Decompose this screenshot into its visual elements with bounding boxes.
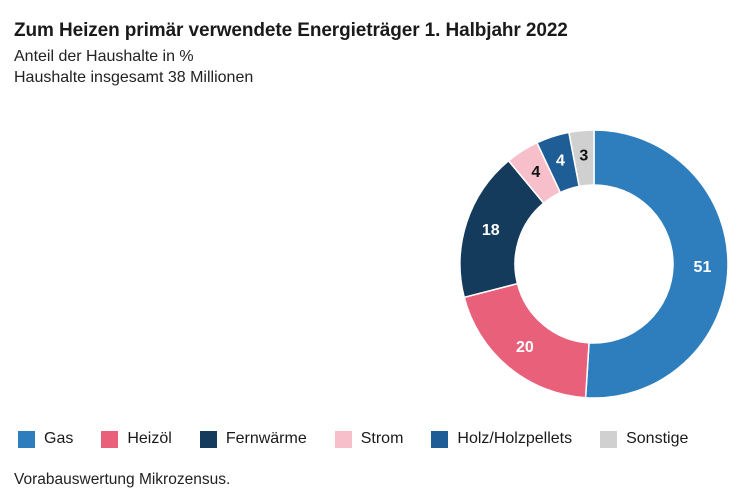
- legend-swatch: [600, 430, 618, 448]
- legend-swatch: [431, 430, 449, 448]
- legend-item-holz-holzpellets: Holz/Holzpellets: [431, 430, 572, 448]
- legend-swatch: [101, 430, 119, 448]
- legend-label: Fernwärme: [225, 430, 307, 447]
- legend-item-heizöl: Heizöl: [101, 430, 172, 448]
- slice-label-holz-holzpellets: 4: [556, 152, 565, 169]
- footnote: Vorabauswertung Mikrozensus.: [14, 471, 231, 488]
- chart-title: Zum Heizen primär verwendete Energieträg…: [14, 20, 568, 41]
- legend-item-sonstige: Sonstige: [600, 430, 688, 448]
- legend-swatch: [18, 430, 35, 448]
- legend-swatch: [334, 430, 352, 448]
- legend-item-gas: Gas: [18, 430, 73, 448]
- legend-item-fernwärme: Fernwärme: [199, 430, 307, 448]
- legend-swatch: [199, 430, 217, 448]
- legend-label: Holz/Holzpellets: [457, 430, 573, 447]
- legend-label: Gas: [44, 430, 74, 447]
- slice-gas: [584, 129, 729, 399]
- slice-label-gas: 51: [694, 259, 712, 276]
- legend-label: Sonstige: [626, 430, 689, 447]
- slice-label-strom: 4: [531, 164, 540, 181]
- slice-sonstige: [568, 129, 595, 188]
- slice-label-heizöl: 20: [516, 339, 534, 356]
- legend-label: Strom: [360, 430, 404, 447]
- chart-subtitle-total: Haushalte insgesamt 38 Millionen: [14, 69, 254, 86]
- chart-legend: Gas Heizöl Fernwärme Strom Holz/Holzpellets S…: [18, 430, 738, 448]
- chart-subtitle-unit: Anteil der Haushalte in %: [14, 48, 194, 65]
- legend-label: Heizöl: [127, 430, 172, 447]
- slice-label-fernwärme: 18: [482, 222, 500, 239]
- legend-item-strom: Strom: [334, 430, 404, 448]
- slice-label-sonstige: 3: [579, 147, 588, 164]
